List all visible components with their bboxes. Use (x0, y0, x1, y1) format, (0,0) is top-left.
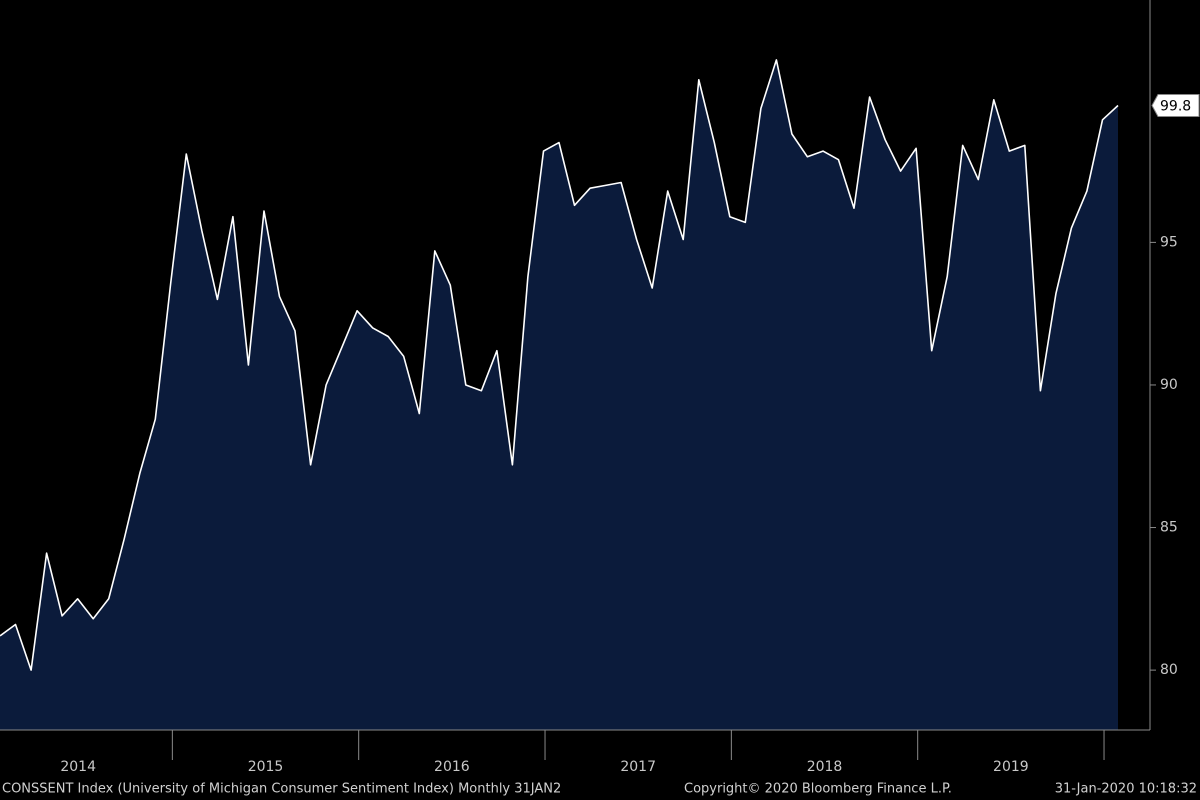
y-tick-label: 95 (1160, 234, 1178, 250)
last-value-label: 99.8 (1160, 99, 1191, 115)
last-value-box (1151, 94, 1200, 118)
plot-area (0, 59, 1119, 730)
x-tick-label: 2018 (807, 759, 843, 775)
x-tick-label: 2016 (434, 759, 470, 775)
x-tick-label: 2014 (60, 759, 96, 775)
x-tick-label: 2015 (248, 759, 284, 775)
x-tick-label: 2019 (993, 759, 1029, 775)
footer-description: CONSSENT Index (University of Michigan C… (2, 782, 561, 797)
footer-copyright: Copyright© 2020 Bloomberg Finance L.P. (684, 782, 952, 797)
area-fill (0, 59, 1118, 730)
y-tick-label: 85 (1160, 520, 1178, 536)
y-tick-label: 80 (1160, 662, 1178, 678)
footer-timestamp: 31-Jan-2020 10:18:32 (1055, 782, 1197, 797)
area-line (0, 59, 1119, 671)
x-tick-label: 2017 (620, 759, 656, 775)
y-tick-label: 90 (1160, 377, 1178, 393)
